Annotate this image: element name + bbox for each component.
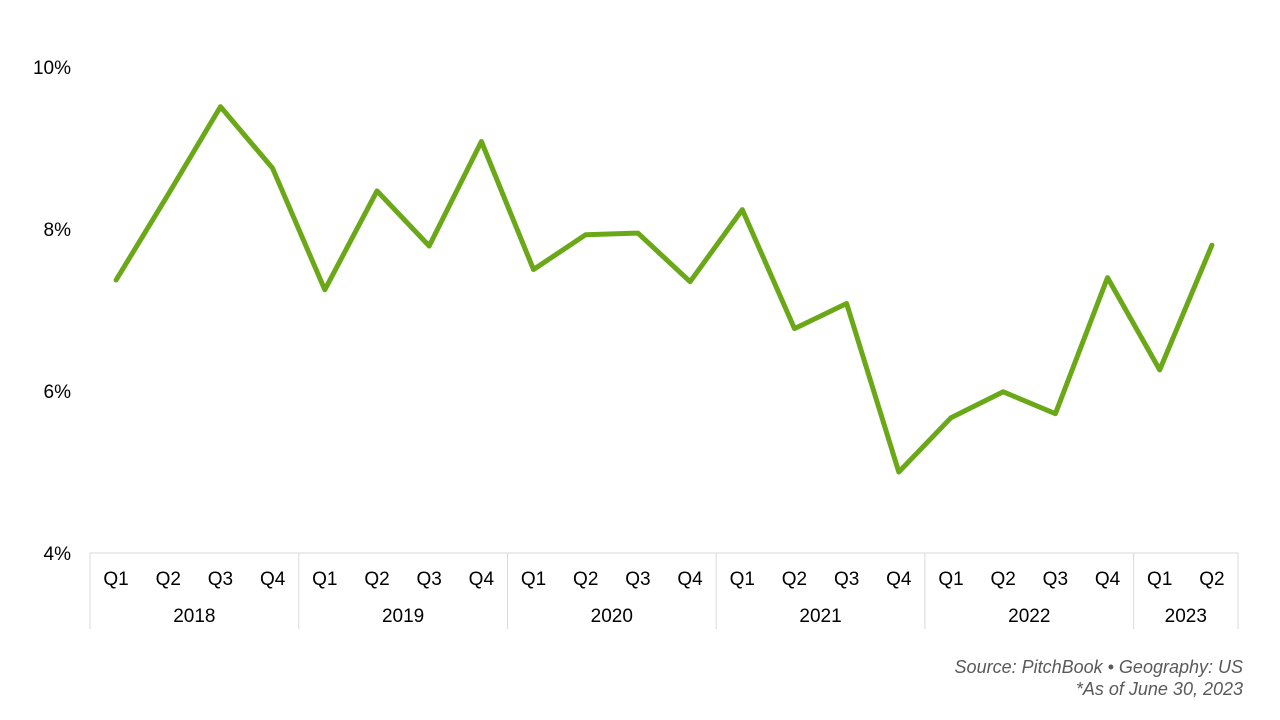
x-tick-label: Q2 (156, 569, 181, 590)
x-tick-label: Q3 (625, 569, 650, 590)
year-label: 2023 (1165, 606, 1207, 627)
year-label: 2021 (799, 606, 841, 627)
x-tick-label: Q3 (208, 569, 233, 590)
x-axis: Q1 Q2 Q3 Q4 Q1 Q2 Q3 Q4 Q1 Q2 Q3 Q4 Q1 Q2 Q3 Q4 Q1 Q2 Q3 Q4… (89, 552, 1239, 629)
x-tick-label: Q1 (312, 569, 337, 590)
source-note: Source: PitchBook • Geography: US *As of… (955, 656, 1243, 700)
x-tick-label: Q2 (364, 569, 389, 590)
year-label: 2019 (382, 606, 424, 627)
series-layer (113, 104, 1215, 475)
series-line (113, 104, 1215, 475)
x-tick-label: Q4 (886, 569, 912, 590)
x-tick-label: Q3 (417, 569, 442, 590)
x-tick-label: Q3 (834, 569, 859, 590)
x-tick-label: Q1 (1147, 569, 1172, 590)
x-tick-label: Q4 (260, 569, 286, 590)
x-tick-label: Q2 (782, 569, 807, 590)
x-tick-label: Q1 (103, 569, 128, 590)
x-tick-label: Q3 (1043, 569, 1068, 590)
year-label: 2022 (1008, 606, 1050, 627)
x-tick-label: Q1 (938, 569, 963, 590)
x-tick-label: Q2 (991, 569, 1016, 590)
x-tick-label: Q2 (573, 569, 598, 590)
x-tick-label: Q4 (677, 569, 703, 590)
y-tick-label: 8% (44, 220, 72, 241)
as-of-note: *As of June 30, 2023 (1075, 679, 1243, 699)
x-tick-label: Q4 (1095, 569, 1121, 590)
year-label: 2020 (591, 606, 633, 627)
x-tick-label: Q2 (1199, 569, 1224, 590)
y-tick-label: 6% (44, 382, 72, 403)
y-axis: 10% 8% 6% 4% (33, 58, 71, 565)
year-label: 2018 (173, 606, 215, 627)
x-tick-label: Q1 (521, 569, 546, 590)
x-tick-label: Q4 (469, 569, 495, 590)
source-text: Source: PitchBook • Geography: US (954, 657, 1243, 677)
y-tick-label: 4% (44, 544, 72, 565)
x-tick-label: Q1 (730, 569, 755, 590)
y-tick-label: 10% (33, 58, 71, 79)
